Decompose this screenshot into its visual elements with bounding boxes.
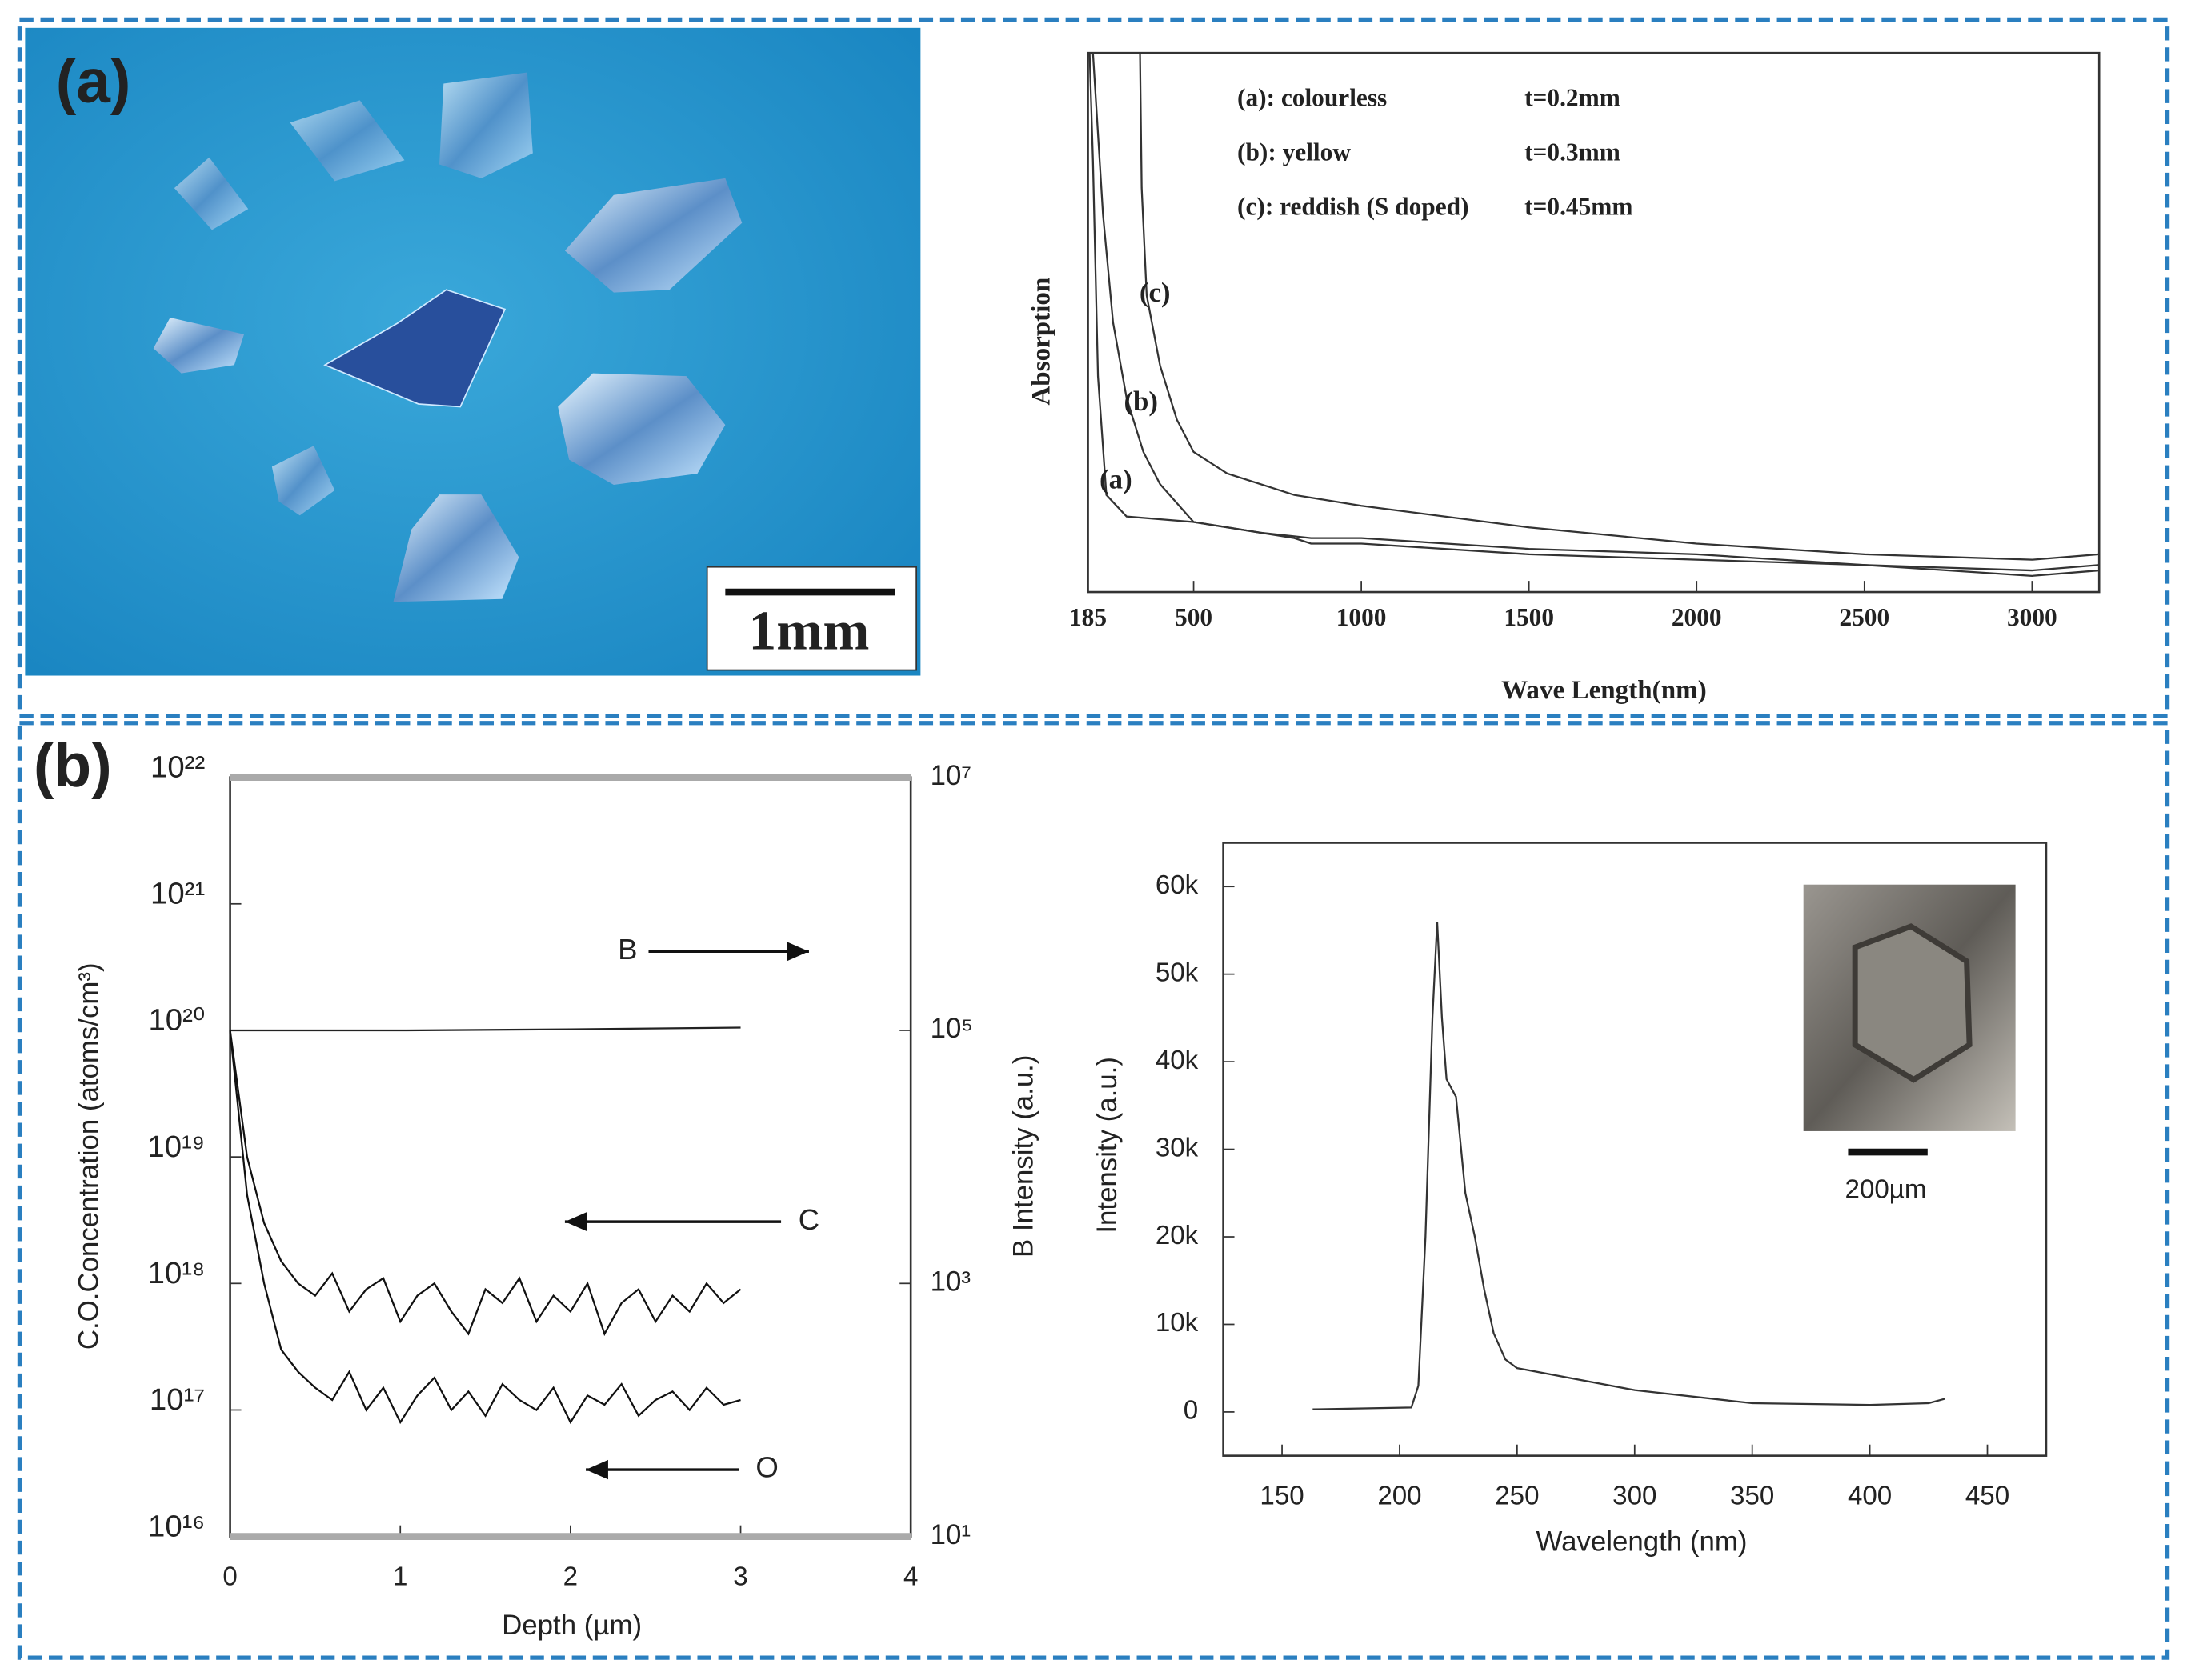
scale-label: 1mm <box>748 601 869 662</box>
legend-label: (a): colourless <box>1237 84 1387 112</box>
x-tick-label: 450 <box>1965 1482 2009 1511</box>
crystal <box>564 178 743 293</box>
inset-crystal <box>1852 923 1973 1083</box>
y-tick-label: 10²¹ <box>150 876 205 910</box>
x-tick-label: 3 <box>733 1562 747 1592</box>
legend-note: t=0.45mm <box>1524 192 1632 220</box>
panel-b-border <box>17 721 2170 1660</box>
legend-label: (b): yellow <box>1237 138 1351 166</box>
x-tick-label: 0 <box>222 1562 237 1592</box>
y2-tick-label: 10³ <box>931 1266 971 1298</box>
y2-tick-label: 10¹ <box>931 1519 971 1550</box>
series-line <box>1088 53 2100 572</box>
x-tick-label: 1 <box>393 1562 407 1592</box>
y2-axis-label: B Intensity (a.u.) <box>1007 1055 1039 1258</box>
y-tick-label: 10²² <box>150 750 205 784</box>
x-tick-label: 2000 <box>1672 603 1722 631</box>
x-axis-label: Wavelength (nm) <box>1536 1526 1747 1558</box>
y2-tick-label: 10⁵ <box>931 1013 973 1044</box>
x-tick-label: 185 <box>1069 603 1107 631</box>
y-tick-label: 50k <box>1156 958 1199 987</box>
x-tick-label: 300 <box>1612 1482 1656 1511</box>
crystal <box>153 318 245 374</box>
series-label: (b) <box>1124 386 1158 417</box>
series-line <box>1139 53 2100 561</box>
series-line <box>230 1026 741 1032</box>
y-tick-label: 30k <box>1156 1133 1199 1162</box>
series-line <box>1312 921 1945 1410</box>
x-tick-label: 2 <box>563 1562 578 1592</box>
crystal <box>558 373 726 485</box>
crystal <box>290 100 405 182</box>
crystal <box>323 289 507 408</box>
series-label: (a) <box>1100 463 1132 494</box>
inset-scale-label: 200µm <box>1845 1175 1927 1205</box>
y-tick-label: 0 <box>1184 1396 1198 1426</box>
x-tick-label: 4 <box>903 1562 918 1592</box>
inset-photo: 200µm <box>1803 884 2016 1205</box>
series-label: B <box>618 933 637 966</box>
y-tick-label: 20k <box>1156 1221 1199 1250</box>
series-line <box>229 1030 742 1337</box>
series-line <box>1091 53 2100 577</box>
y-tick-label: 10k <box>1156 1308 1199 1338</box>
legend-note: t=0.2mm <box>1524 84 1620 112</box>
x-tick-label: 1500 <box>1504 603 1554 631</box>
y-tick-label: 10¹⁶ <box>148 1509 205 1543</box>
series-label: O <box>755 1451 778 1484</box>
x-tick-label: 200 <box>1377 1482 1421 1511</box>
y-tick-label: 10¹⁹ <box>147 1130 205 1164</box>
series-label: (c) <box>1140 277 1171 308</box>
y-tick-label: 10¹⁸ <box>148 1256 206 1290</box>
series-line <box>229 1030 741 1425</box>
x-tick-label: 500 <box>1175 603 1212 631</box>
x-axis-label: Depth (µm) <box>502 1610 642 1641</box>
arrow-head <box>787 942 809 962</box>
scale-box <box>706 566 918 671</box>
x-axis-label: Wave Length(nm) <box>1501 676 1707 705</box>
plot-frame <box>1087 51 2101 594</box>
x-tick-label: 1000 <box>1336 603 1387 631</box>
y-axis-label: Absorption <box>1027 278 1055 406</box>
crystal-photo: 1mm <box>25 27 921 676</box>
series-label: C <box>799 1203 819 1236</box>
crystal <box>271 446 335 516</box>
crystal <box>174 157 249 230</box>
y-tick-label: 40k <box>1156 1046 1199 1075</box>
crystal <box>439 72 533 178</box>
x-tick-label: 2500 <box>1839 603 1889 631</box>
y-tick-label: 10¹⁷ <box>150 1382 205 1417</box>
y-axis-label: C.O.Concentration (atoms/cm³) <box>73 962 104 1350</box>
panel-a-border <box>17 17 2170 718</box>
x-tick-label: 250 <box>1495 1482 1539 1511</box>
x-tick-label: 150 <box>1260 1482 1304 1511</box>
x-tick-label: 400 <box>1848 1482 1892 1511</box>
x-tick-label: 350 <box>1730 1482 1774 1511</box>
legend-note: t=0.3mm <box>1524 138 1620 166</box>
panel-label: (a) <box>56 48 131 116</box>
y-tick-label: 60k <box>1156 870 1199 900</box>
arrow-head <box>586 1459 608 1480</box>
legend-label: (c): reddish (S doped) <box>1237 192 1469 220</box>
y2-tick-label: 10⁷ <box>931 760 971 791</box>
x-tick-label: 3000 <box>2007 603 2057 631</box>
arrow-head <box>564 1211 587 1232</box>
y-tick-label: 10²⁰ <box>148 1003 205 1038</box>
crystal <box>393 494 519 602</box>
y-axis-label: Intensity (a.u.) <box>1091 1057 1123 1234</box>
panel-label: (b) <box>34 732 112 800</box>
